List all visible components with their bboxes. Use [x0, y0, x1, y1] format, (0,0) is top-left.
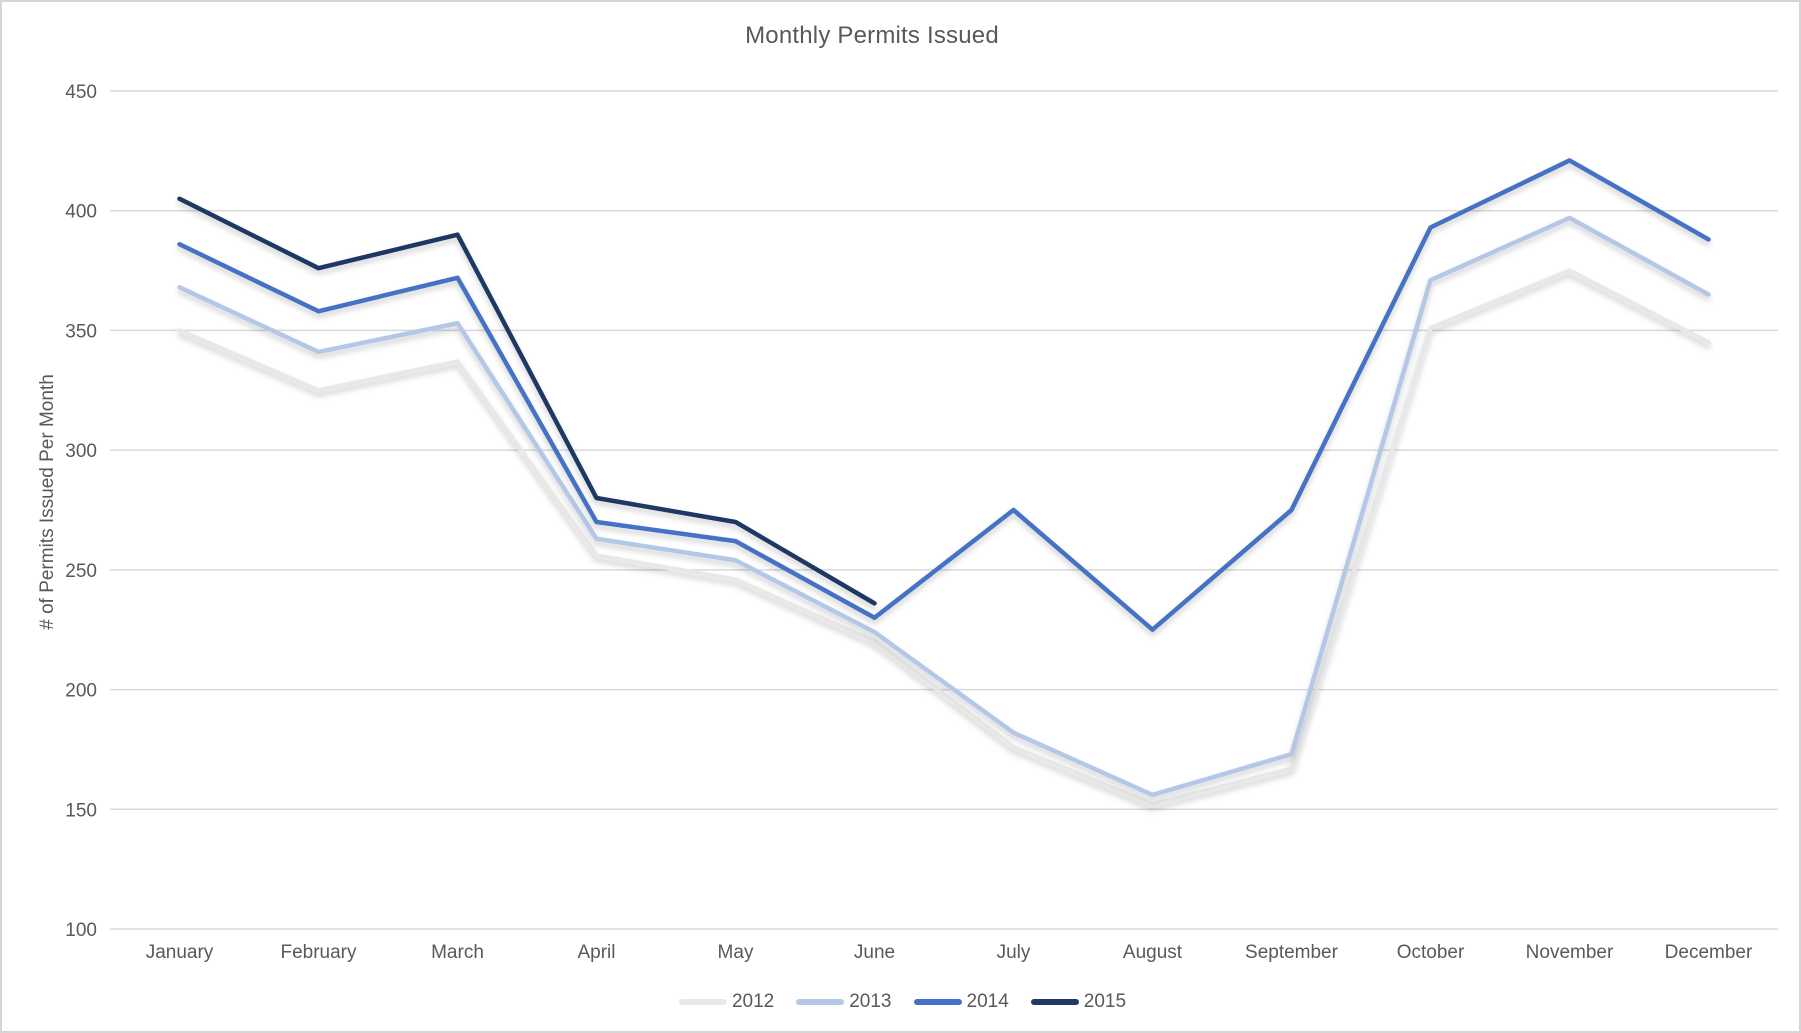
x-tick-label: November — [1526, 942, 1614, 963]
x-tick-label: April — [577, 942, 615, 963]
legend-item-2015: 2015 — [1030, 991, 1127, 1013]
series-line-2013 — [177, 215, 1711, 798]
y-tick-label: 450 — [65, 82, 97, 103]
y-tick-label: 200 — [65, 681, 97, 702]
series-line-2015 — [177, 196, 877, 606]
x-tick-label: August — [1123, 942, 1183, 963]
chart-title: Monthly Permits Issued — [745, 22, 999, 49]
y-tick-label: 150 — [65, 800, 97, 821]
x-tick-label: September — [1245, 942, 1339, 963]
legend-swatch-2014 — [913, 999, 962, 1005]
y-tick-label: 250 — [65, 561, 97, 582]
legend-swatch-2012 — [678, 999, 727, 1005]
legend-swatch-2015 — [1030, 999, 1079, 1005]
legend-item-2013: 2013 — [796, 991, 892, 1013]
legend-item-2014: 2014 — [913, 991, 1009, 1013]
x-tick-label: October — [1397, 942, 1465, 963]
x-tick-label: March — [431, 942, 484, 963]
y-tick-label: 100 — [65, 920, 97, 941]
x-tick-label: February — [280, 942, 357, 963]
legend: 2012 2013 2014 2015 — [2, 986, 1799, 1018]
x-tick-label: May — [718, 942, 754, 963]
y-tick-label: 350 — [65, 321, 97, 342]
x-tick-label: July — [997, 942, 1031, 963]
x-axis-tick-labels: January February March April May June July Augu… — [146, 942, 1753, 963]
series-lines — [177, 158, 1711, 807]
x-tick-label: January — [146, 942, 214, 963]
legend-label-2015: 2015 — [1083, 991, 1127, 1012]
series-line-2012 — [177, 268, 1711, 807]
y-axis-tick-labels: 450 400 350 300 250 200 150 100 — [65, 82, 97, 941]
y-tick-label: 300 — [65, 441, 97, 462]
gridlines — [110, 90, 1778, 930]
legend-label-2012: 2012 — [731, 991, 775, 1012]
legend-item-2012: 2012 — [678, 991, 775, 1013]
y-tick-label: 400 — [65, 202, 97, 223]
x-tick-label: June — [854, 942, 895, 963]
series-line-2014 — [177, 158, 1711, 632]
legend-label-2013: 2013 — [849, 991, 892, 1012]
legend-swatch-2013 — [796, 999, 845, 1005]
x-tick-label: December — [1665, 942, 1753, 963]
legend-label-2014: 2014 — [966, 991, 1009, 1012]
